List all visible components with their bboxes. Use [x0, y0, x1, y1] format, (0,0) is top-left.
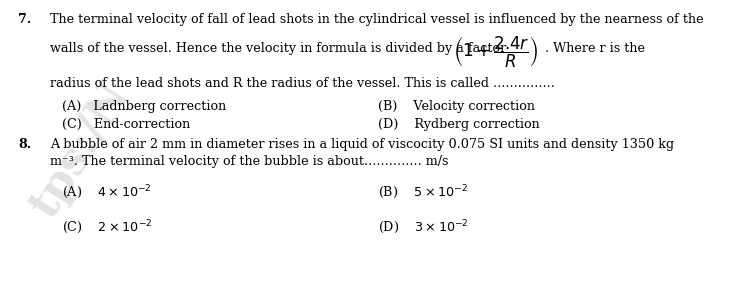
Text: m⁻³. The terminal velocity of the bubble is about.............. m/s: m⁻³. The terminal velocity of the bubble…	[50, 155, 448, 168]
Text: (C)   End-correction: (C) End-correction	[62, 118, 191, 131]
Text: The terminal velocity of fall of lead shots in the cylindrical vessel is influen: The terminal velocity of fall of lead sh…	[50, 13, 704, 26]
Text: 8.: 8.	[18, 138, 31, 151]
Text: 7.: 7.	[18, 13, 31, 26]
Text: (D)    Rydberg correction: (D) Rydberg correction	[378, 118, 539, 131]
Text: (B)    $5 \times 10^{-2}$: (B) $5 \times 10^{-2}$	[378, 183, 468, 201]
Text: tps:/N: tps:/N	[22, 75, 138, 225]
Text: (D)    $3 \times 10^{-2}$: (D) $3 \times 10^{-2}$	[378, 218, 469, 236]
Text: A bubble of air 2 mm in diameter rises in a liquid of viscocity 0.075 SI units a: A bubble of air 2 mm in diameter rises i…	[50, 138, 674, 151]
Text: (B)    Velocity correction: (B) Velocity correction	[378, 100, 535, 113]
Text: $\left(1+\dfrac{2.4r}{R}\right)$: $\left(1+\dfrac{2.4r}{R}\right)$	[453, 34, 539, 70]
Text: . Where r is the: . Where r is the	[545, 42, 645, 55]
Text: radius of the lead shots and R the radius of the vessel. This is called ........: radius of the lead shots and R the radiu…	[50, 77, 555, 90]
Text: walls of the vessel. Hence the velocity in formula is divided by a factor: walls of the vessel. Hence the velocity …	[50, 42, 506, 55]
Text: (A)   Ladnberg correction: (A) Ladnberg correction	[62, 100, 226, 113]
Text: (A)    $4 \times 10^{-2}$: (A) $4 \times 10^{-2}$	[62, 183, 152, 201]
Text: (C)    $2 \times 10^{-2}$: (C) $2 \times 10^{-2}$	[62, 218, 153, 236]
